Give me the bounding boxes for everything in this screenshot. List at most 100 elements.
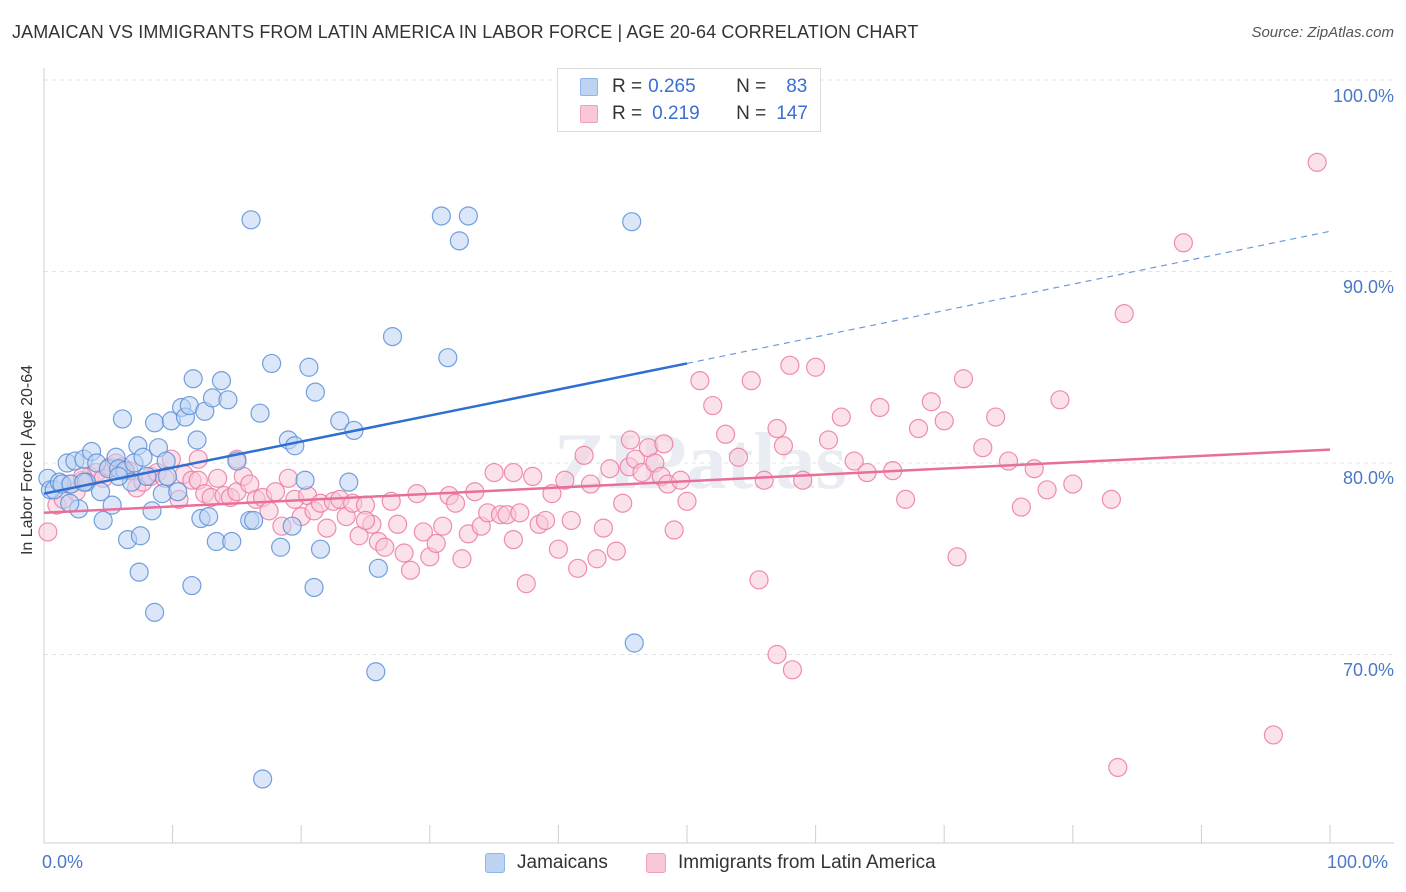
data-point-latin-america [548,539,569,559]
data-point-latin-america [632,462,652,483]
data-point-latin-america [516,574,536,594]
data-point-jamaicans [142,501,162,521]
data-point-latin-america [677,491,697,511]
n-value: 147 [776,103,808,124]
data-point-latin-america [317,518,337,538]
series-legend: Jamaicans Immigrants from Latin America [0,852,1406,876]
data-point-latin-america [947,547,967,567]
trend-line-jamaicans-extension [686,230,1331,365]
n-value: 83 [786,76,808,97]
data-point-latin-america [908,418,929,439]
x-tick-label-max: 100.0% [1327,852,1389,872]
data-point-latin-america [1263,725,1284,745]
data-point-latin-america [452,549,472,569]
data-point-jamaicans [93,510,113,531]
data-point-jamaicans [339,472,359,492]
data-point-latin-america [587,549,607,569]
data-point-latin-america [208,468,228,488]
data-point-latin-america [620,430,641,450]
data-point-latin-america [973,438,993,458]
data-point-latin-america [600,459,620,479]
data-point-jamaicans [183,369,203,389]
data-point-latin-america [793,470,813,490]
data-point-jamaicans [60,493,80,513]
data-point-jamaicans [129,562,149,582]
data-point-latin-america [715,424,736,444]
data-point-jamaicans [282,516,302,536]
data-point-jamaicans [182,575,202,596]
data-point-jamaicans [244,510,264,531]
legend-swatch [580,105,598,123]
data-point-latin-america [259,501,279,521]
data-point-latin-america [574,445,594,465]
r-label: R = [612,76,643,97]
data-point-jamaicans [133,447,153,467]
data-point-latin-america [896,489,916,509]
data-point-latin-america [613,493,633,513]
data-point-latin-america [1173,233,1193,253]
data-point-jamaicans [295,470,315,490]
data-point-jamaicans [253,769,273,789]
data-point-jamaicans [304,577,324,598]
data-point-latin-america [400,560,421,580]
data-point-latin-america [998,451,1019,471]
data-point-latin-america [986,407,1006,427]
legend-label: Jamaicans [517,852,608,873]
data-point-latin-america [510,503,530,523]
data-point-jamaicans [310,539,331,559]
data-point-jamaicans [271,537,291,557]
data-point-latin-america [394,543,414,563]
data-point-latin-america [593,518,614,538]
data-point-latin-america [870,397,890,418]
data-point-jamaicans [218,390,238,410]
data-point-latin-america [805,357,826,377]
y-tick-label: 100.0% [1332,86,1394,106]
data-point-latin-america [355,510,376,531]
data-point-latin-america [780,355,800,375]
legend-row-jamaicans: R = 0.265 N = 83 [580,75,807,99]
gridlines [44,79,1394,655]
trend-line-jamaicans [43,362,688,495]
data-point-jamaicans [168,482,188,502]
data-point-jamaicans [382,327,403,347]
data-point-jamaicans [366,662,386,682]
data-point-latin-america [664,520,684,540]
n-label: N = [736,76,767,97]
data-point-latin-america [1037,480,1057,500]
data-point-latin-america [773,436,794,456]
data-point-latin-america [767,418,787,439]
legend-swatch [646,853,666,873]
data-point-latin-america [953,369,974,389]
data-point-jamaicans [299,357,319,377]
data-point-latin-america [703,395,723,416]
data-point-jamaicans [285,436,305,456]
data-point-latin-america [503,462,523,483]
legend-item-latin-america[interactable]: Immigrants from Latin America [646,852,936,874]
data-point-latin-america [728,447,749,467]
data-point-jamaicans [199,507,219,527]
data-point-jamaicans [74,472,94,492]
data-point-latin-america [484,462,504,483]
data-point-latin-america [375,537,395,557]
data-point-latin-america [568,558,588,578]
data-point-latin-america [1050,390,1070,410]
trend-lines [43,230,1331,515]
data-point-latin-america [1011,497,1031,517]
data-point-latin-america [580,474,601,494]
data-point-jamaicans [211,371,232,391]
legend-item-jamaicans[interactable]: Jamaicans [485,852,608,874]
data-point-latin-america [413,522,433,542]
data-point-latin-america [38,522,58,542]
data-point-jamaicans [112,409,133,429]
data-point-latin-america [782,660,803,680]
data-point-latin-america [934,411,954,431]
data-point-jamaicans [438,348,458,368]
data-point-latin-america [844,451,864,471]
legend-label: Immigrants from Latin America [678,852,936,873]
source-note: Source: ZipAtlas.com [1251,24,1394,41]
data-point-latin-america [555,470,575,490]
y-tick-label: 70.0% [1342,660,1394,680]
data-point-jamaicans [330,411,350,431]
data-point-latin-america [388,514,408,534]
